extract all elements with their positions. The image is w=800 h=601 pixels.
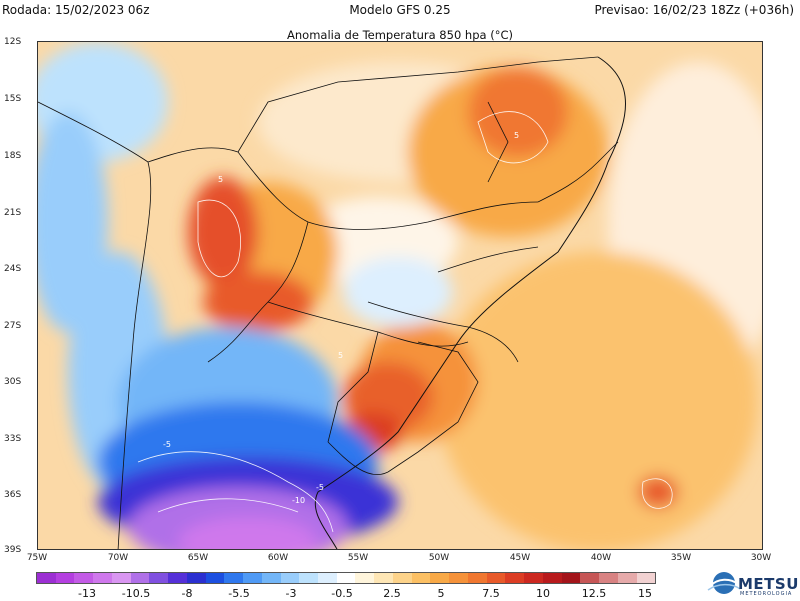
colorbar-tick-label: -8 [181,587,193,600]
lat-label: 30S [4,377,22,387]
colorbar-swatch [636,573,656,583]
lat-label: 18S [4,151,22,161]
colorbar-tick-label: 7.5 [482,587,500,600]
logo-wordmark: METSUL [738,575,800,593]
colorbar-swatch [149,573,169,583]
colorbar-swatch [486,573,506,583]
contour-lines [137,111,673,533]
lon-label: 65W [187,553,209,563]
colorbar-swatch [280,573,300,583]
colorbar-swatch [449,573,468,583]
colorbar-swatch [111,573,131,583]
colorbar-tick-label: -3 [285,587,297,600]
colorbar-swatch [374,573,393,583]
lat-label: 36S [4,490,22,500]
temperature-anomaly-map: 5 5 -5 -5 -10 5 [37,41,763,550]
colorbar-swatch [74,573,94,583]
lon-label: 40W [590,553,612,563]
colorbar-swatch [505,573,525,583]
colorbar-swatch [336,573,356,583]
forecast-date-label: Previsao: 16/02/23 18Zz (+036h) [594,3,794,17]
colorbar-swatch [355,573,375,583]
contour-label: 5 [514,131,519,140]
lon-label: 55W [347,553,369,563]
coastline [314,56,626,549]
lat-label: 39S [4,545,22,555]
lon-label: 50W [428,553,450,563]
colorbar-swatch [299,573,319,583]
anomaly-field [38,42,762,549]
colorbar-swatch [318,573,337,583]
political-borders [38,56,619,549]
colorbar-swatch [392,573,412,583]
colorbar-swatch [599,573,618,583]
lat-label: 15S [4,94,22,104]
lon-label: 45W [509,553,531,563]
lat-label: 33S [4,434,22,444]
colorbar-swatch [55,573,75,583]
colorbar-swatch [411,573,431,583]
colorbar-swatch [130,573,150,583]
map-canvas: 5 5 -5 -5 -10 5 [38,42,762,549]
colorbar-swatch [261,573,281,583]
colorbar-swatch [205,573,225,583]
colorbar-swatch [243,573,262,583]
contour-label: 5 [338,351,343,360]
lat-label: 27S [4,321,22,331]
model-name-label: Modelo GFS 0.25 [349,3,451,17]
colorbar-swatch [542,573,562,583]
colorbar-swatch [430,573,450,583]
colorbar-swatch [561,573,581,583]
colorbar-tick-label: 10 [536,587,550,600]
logo-tagline: METEOROLOGIA [740,591,793,597]
colorbar-tick-label: 12.5 [581,587,607,600]
lat-label: 24S [4,264,22,274]
colorbar-swatch [467,573,487,583]
colorbar-tick-label: 5 [437,587,445,600]
lon-label: 60W [267,553,289,563]
colorbar-swatch [524,573,543,583]
lon-label: 30W [750,553,772,563]
colorbar-swatch [37,573,56,583]
colorbar-swatch [93,573,112,583]
colorbar-tick-label: -5.5 [228,587,250,600]
colorbar-swatch [617,573,637,583]
colorbar-swatch [168,573,187,583]
colorbar-swatch [580,573,600,583]
colorbar-tick-label: 2.5 [383,587,401,600]
contour-label: -10 [292,496,305,505]
lat-label: 21S [4,208,22,218]
colorbar-swatch [186,573,206,583]
contour-label: -5 [316,483,324,492]
run-date-label: Rodada: 15/02/2023 06z [2,3,150,17]
lon-label: 35W [670,553,692,563]
map-title: Anomalia de Temperatura 850 hpa (°C) [287,28,513,42]
lat-label: 12S [4,37,22,47]
colorbar-tick-label: -0.5 [331,587,353,600]
colorbar-swatch [224,573,244,583]
lon-label: 75W [26,553,48,563]
colorbar-tick-label: -13 [78,587,96,600]
temperature-colorbar [36,572,656,584]
colorbar-tick-label: 15 [638,587,652,600]
contour-label: -5 [163,440,171,449]
metsul-logo-icon [707,572,741,594]
lon-label: 70W [107,553,129,563]
contour-label: 5 [218,175,223,184]
colorbar-tick-label: -10.5 [121,587,151,600]
